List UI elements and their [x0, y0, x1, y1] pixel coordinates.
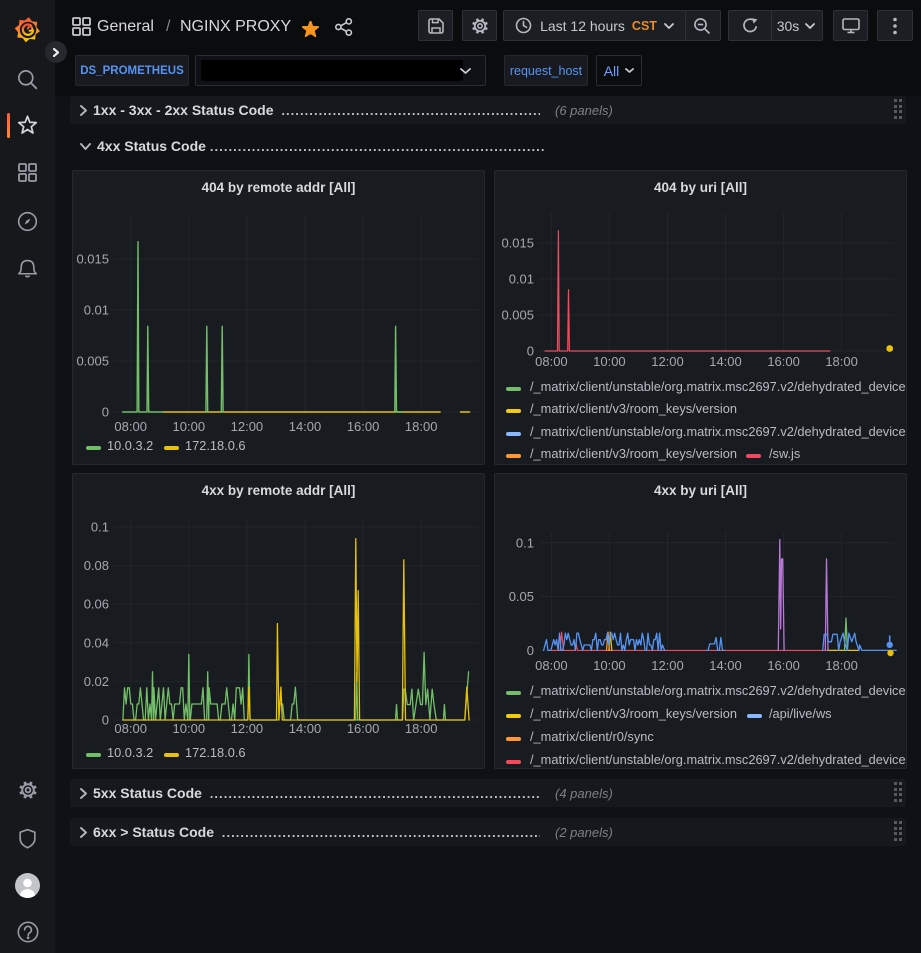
- svg-text:08:00: 08:00: [114, 721, 147, 736]
- svg-text:0.04: 0.04: [84, 635, 109, 650]
- svg-text:12:00: 12:00: [651, 658, 684, 673]
- svg-text:0: 0: [102, 405, 109, 420]
- svg-text:0.01: 0.01: [509, 272, 534, 287]
- svg-text:0.1: 0.1: [516, 535, 534, 550]
- svg-text:08:00: 08:00: [535, 658, 568, 673]
- svg-text:0.01: 0.01: [84, 303, 109, 318]
- svg-text:14:00: 14:00: [289, 419, 322, 434]
- svg-text:0.005: 0.005: [501, 308, 534, 323]
- svg-text:10:00: 10:00: [593, 658, 626, 673]
- svg-text:10:00: 10:00: [173, 419, 206, 434]
- svg-text:18:00: 18:00: [405, 721, 438, 736]
- svg-text:16:00: 16:00: [347, 419, 380, 434]
- svg-text:0: 0: [102, 713, 109, 728]
- svg-text:0.08: 0.08: [84, 558, 109, 573]
- svg-text:14:00: 14:00: [709, 354, 742, 369]
- svg-text:0: 0: [527, 643, 534, 658]
- svg-text:18:00: 18:00: [825, 354, 858, 369]
- svg-text:08:00: 08:00: [114, 419, 147, 434]
- svg-text:18:00: 18:00: [825, 658, 858, 673]
- svg-text:12:00: 12:00: [231, 721, 264, 736]
- svg-text:0.02: 0.02: [84, 674, 109, 689]
- svg-text:18:00: 18:00: [405, 419, 438, 434]
- svg-text:0.05: 0.05: [509, 589, 534, 604]
- svg-text:0: 0: [527, 344, 534, 359]
- svg-text:10:00: 10:00: [593, 354, 626, 369]
- svg-text:0.015: 0.015: [501, 236, 534, 251]
- svg-text:0.1: 0.1: [91, 520, 109, 535]
- svg-text:0.06: 0.06: [84, 597, 109, 612]
- svg-text:14:00: 14:00: [289, 721, 322, 736]
- svg-text:0.015: 0.015: [76, 252, 109, 267]
- svg-text:16:00: 16:00: [347, 721, 380, 736]
- svg-text:0.005: 0.005: [76, 354, 109, 369]
- svg-text:14:00: 14:00: [709, 658, 742, 673]
- svg-text:16:00: 16:00: [767, 658, 800, 673]
- svg-text:12:00: 12:00: [651, 354, 684, 369]
- svg-text:12:00: 12:00: [231, 419, 264, 434]
- svg-text:16:00: 16:00: [767, 354, 800, 369]
- svg-text:10:00: 10:00: [173, 721, 206, 736]
- svg-text:08:00: 08:00: [535, 354, 568, 369]
